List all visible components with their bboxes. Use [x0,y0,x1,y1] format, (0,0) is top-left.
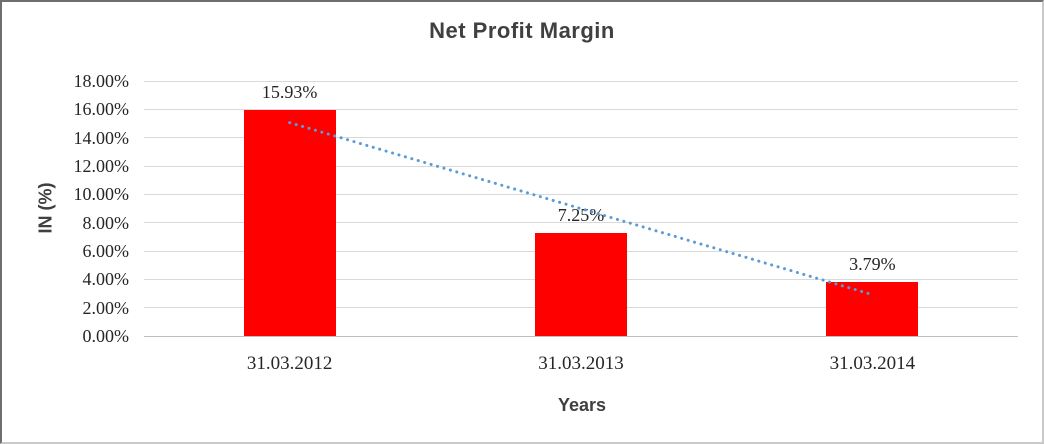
gridline [144,108,1018,110]
y-tick-label: 16.00% [73,99,130,120]
x-axis-title: Years [557,395,607,415]
y-tick-label: 6.00% [82,241,130,261]
y-tick-label: 12.00% [73,156,130,176]
bar-31.03.2013 [535,233,627,336]
x-tick-label: 31.03.2012 [246,353,333,374]
data-label: 7.25% [557,205,605,226]
bar-31.03.2012 [243,110,336,336]
y-tick-label: 4.00% [82,269,130,290]
gridline [144,80,1018,82]
data-label: 15.93% [261,82,318,103]
data-label: 3.79% [849,254,896,275]
y-tick-label: 2.00% [82,297,130,318]
chart-title: Net Profit Margin [429,18,615,43]
y-tick-label: 10.00% [73,184,130,205]
y-tick-label: 0.00% [82,326,130,346]
x-tick-label: 31.03.2013 [538,353,624,374]
x-tick-label: 31.03.2014 [829,353,916,374]
y-tick-label: 18.00% [73,71,130,91]
bar-31.03.2014 [826,282,919,336]
y-tick-label: 14.00% [73,127,130,148]
x-axis-baseline [144,335,1018,337]
y-tick-label: 8.00% [82,212,130,233]
